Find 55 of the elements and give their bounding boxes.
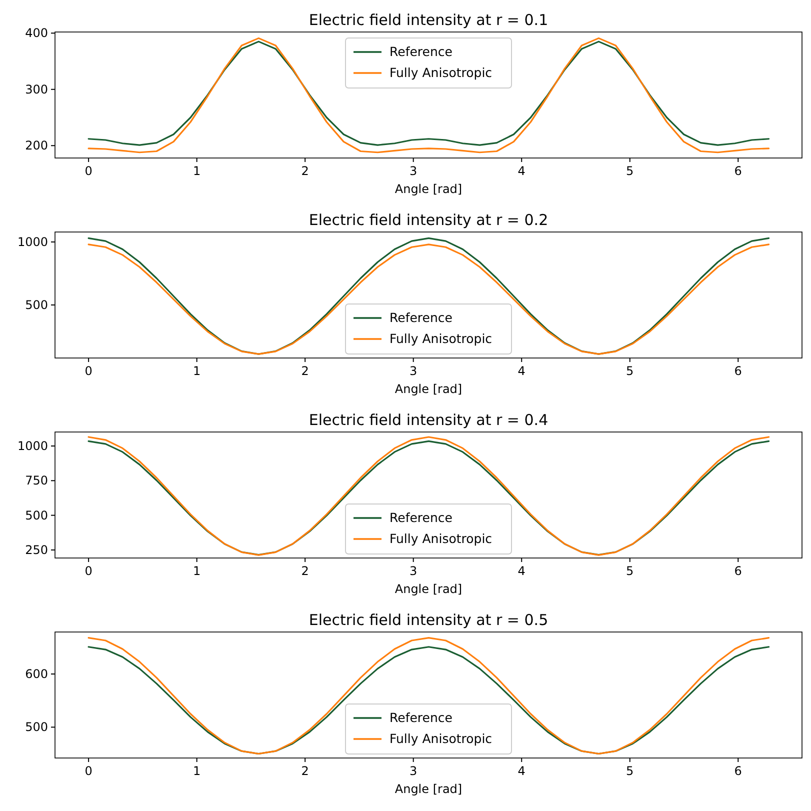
x-tick-label: 5 [626,164,634,178]
x-tick-label: 2 [301,564,309,578]
legend-label: Reference [390,310,453,325]
chart-title: Electric field intensity at r = 0.2 [308,211,548,229]
y-tick-label: 250 [25,542,48,557]
x-tick-label: 0 [84,564,92,578]
x-tick-label: 3 [410,564,418,578]
x-tick-label: 4 [518,164,526,178]
x-tick-label: 1 [193,164,201,178]
x-tick-label: 5 [626,564,634,578]
x-tick-label: 3 [410,164,418,178]
legend-label: Fully Anisotropic [390,331,492,346]
x-tick-label: 1 [193,764,201,778]
x-tick-label: 6 [734,764,742,778]
x-tick-label: 4 [518,764,526,778]
x-tick-label: 2 [301,364,309,378]
y-tick-label: 500 [25,720,48,734]
x-tick-label: 5 [626,364,634,378]
x-tick-label: 4 [518,364,526,378]
y-tick-label: 1000 [17,439,48,453]
legend-label: Reference [390,44,453,59]
x-tick-label: 6 [734,564,742,578]
x-tick-label: 3 [410,364,418,378]
chart-title: Electric field intensity at r = 0.4 [308,411,548,429]
x-tick-label: 2 [301,164,309,178]
y-tick-label: 300 [25,82,48,96]
legend-label: Reference [390,510,453,525]
x-tick-label: 0 [84,364,92,378]
legend-label: Fully Anisotropic [390,531,492,546]
x-tick-label: 1 [193,564,201,578]
x-tick-label: 5 [626,764,634,778]
y-tick-label: 750 [25,474,48,488]
x-tick-label: 2 [301,764,309,778]
chart-title: Electric field intensity at r = 0.5 [308,611,548,629]
x-tick-label: 4 [518,564,526,578]
x-tick-label: 0 [84,164,92,178]
x-tick-label: 0 [84,764,92,778]
x-tick-label: 6 [734,164,742,178]
x-tick-label: 1 [193,364,201,378]
y-tick-label: 600 [25,667,48,681]
x-axis-title: Angle [rad] [394,382,462,396]
x-axis-title: Angle [rad] [394,582,462,596]
y-tick-label: 500 [25,298,48,312]
x-tick-label: 6 [734,364,742,378]
chart-title: Electric field intensity at r = 0.1 [308,11,548,29]
y-tick-label: 200 [25,138,48,153]
legend-label: Fully Anisotropic [390,65,492,80]
y-tick-label: 1000 [17,234,48,249]
y-tick-label: 400 [25,26,48,40]
x-axis-title: Angle [rad] [394,182,462,196]
legend-label: Fully Anisotropic [390,731,492,746]
legend-label: Reference [390,710,453,725]
y-tick-label: 500 [25,508,48,522]
x-tick-label: 3 [410,764,418,778]
x-axis-title: Angle [rad] [394,782,462,796]
